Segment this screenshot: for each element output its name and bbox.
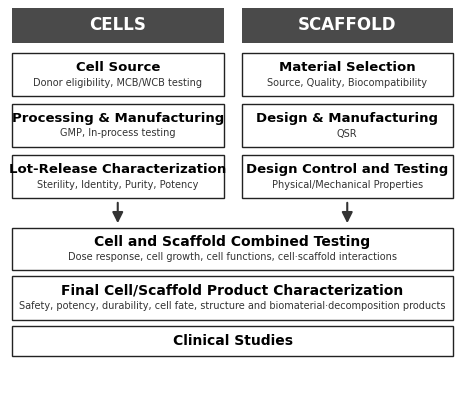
Text: Safety, potency, durability, cell fate, structure and biomaterial·decomposition : Safety, potency, durability, cell fate, … xyxy=(19,301,446,311)
Text: Dose response, cell growth, cell functions, cell·scaffold interactions: Dose response, cell growth, cell functio… xyxy=(68,252,397,262)
FancyBboxPatch shape xyxy=(241,104,453,147)
FancyBboxPatch shape xyxy=(12,326,453,356)
Text: CELLS: CELLS xyxy=(89,17,146,35)
Text: Cell Source: Cell Source xyxy=(76,61,160,74)
Text: Design & Manufacturing: Design & Manufacturing xyxy=(256,112,438,125)
FancyBboxPatch shape xyxy=(241,8,453,43)
FancyBboxPatch shape xyxy=(12,276,453,320)
Text: Design Control and Testing: Design Control and Testing xyxy=(246,163,448,176)
Text: Source, Quality, Biocompatibility: Source, Quality, Biocompatibility xyxy=(267,77,427,87)
FancyBboxPatch shape xyxy=(241,53,453,96)
Text: SCAFFOLD: SCAFFOLD xyxy=(298,17,397,35)
Text: Processing & Manufacturing: Processing & Manufacturing xyxy=(12,112,224,125)
FancyBboxPatch shape xyxy=(12,104,224,147)
FancyBboxPatch shape xyxy=(12,53,224,96)
Text: Cell and Scaffold Combined Testing: Cell and Scaffold Combined Testing xyxy=(94,235,371,249)
Text: Clinical Studies: Clinical Studies xyxy=(173,334,292,348)
Text: Physical/Mechanical Properties: Physical/Mechanical Properties xyxy=(272,179,423,189)
FancyBboxPatch shape xyxy=(12,155,224,198)
Text: Sterility, Identity, Purity, Potency: Sterility, Identity, Purity, Potency xyxy=(37,179,199,189)
Text: Final Cell/Scaffold Product Characterization: Final Cell/Scaffold Product Characteriza… xyxy=(61,284,404,298)
Text: Donor eligibility, MCB/WCB testing: Donor eligibility, MCB/WCB testing xyxy=(33,77,202,87)
FancyBboxPatch shape xyxy=(12,8,224,43)
Text: Lot-Release Characterization: Lot-Release Characterization xyxy=(9,163,226,176)
Text: GMP, In-process testing: GMP, In-process testing xyxy=(60,129,175,139)
FancyBboxPatch shape xyxy=(241,155,453,198)
FancyBboxPatch shape xyxy=(12,228,453,270)
Text: Material Selection: Material Selection xyxy=(279,61,416,74)
Text: QSR: QSR xyxy=(337,129,358,139)
